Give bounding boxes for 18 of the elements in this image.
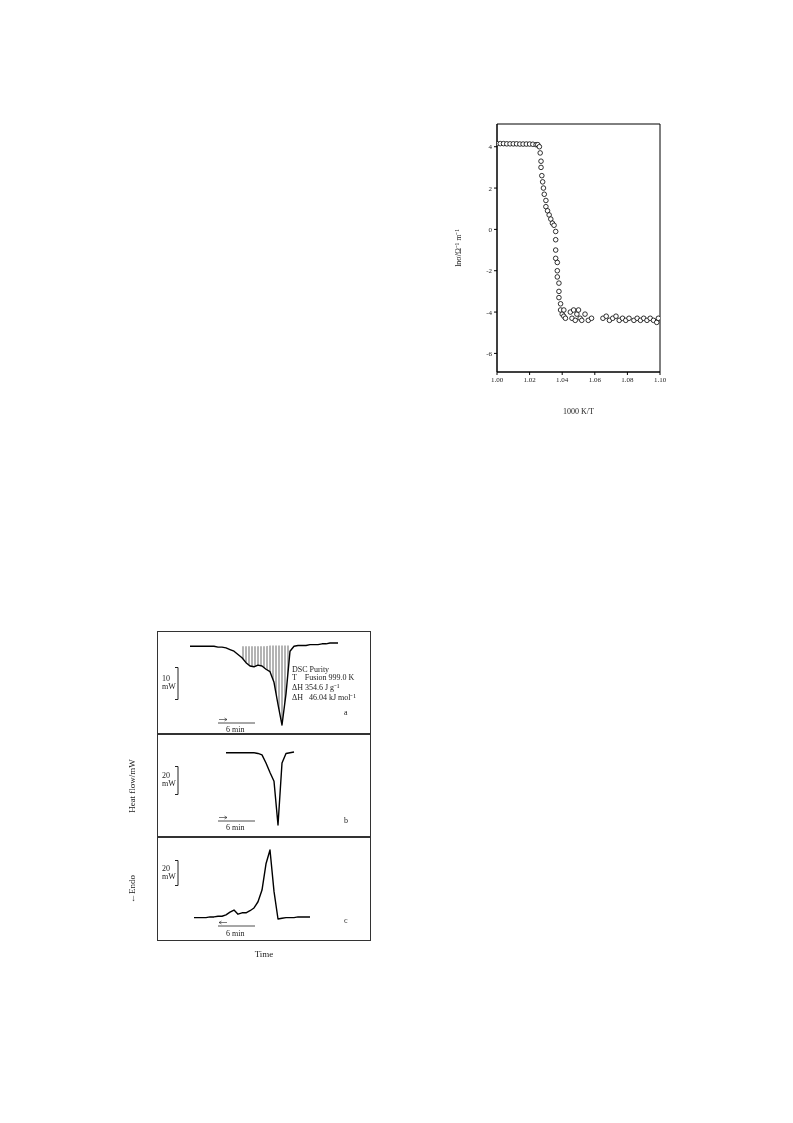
annotation: 10 mW [162,674,176,691]
x-axis-title: Time [254,949,274,959]
x-axis-title: 1000 K/T [563,407,595,416]
y-axis-title: Heat flow/mW [127,758,137,813]
y-axis-title: lnσ/Ω⁻¹ m⁻¹ [453,228,463,267]
annotation: T Fusion 999.0 K [292,673,355,682]
annotation: a [344,708,348,717]
annotation: 20 mW [162,771,176,788]
annotation: c [344,916,348,925]
text: 6 min [226,929,245,938]
y-axis-title: ←Endo [127,874,137,903]
annotation: ΔH 46.04 kJ mol⁻¹ [292,693,356,702]
annotation: 6 min [226,823,245,832]
annotation: DSC Purity [292,665,330,674]
annotation: ΔH 354.6 J g⁻¹ [292,683,340,692]
annotation: b [344,816,348,825]
annotation: 6 min [226,725,245,734]
annotation: 20 mW [162,864,176,881]
